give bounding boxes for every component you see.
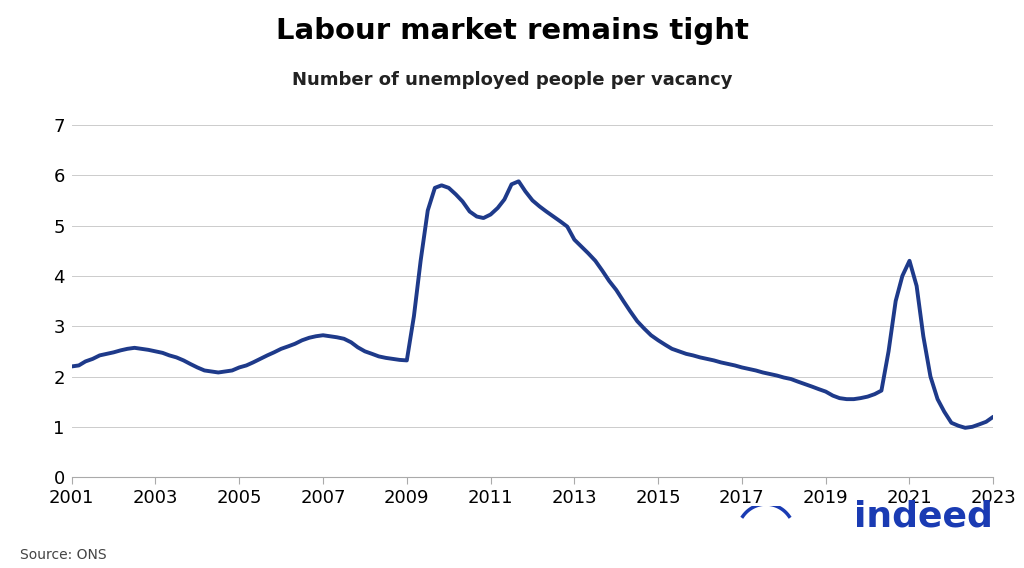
Text: indeed: indeed bbox=[854, 500, 993, 534]
Text: Source: ONS: Source: ONS bbox=[20, 548, 108, 562]
Text: Number of unemployed people per vacancy: Number of unemployed people per vacancy bbox=[292, 71, 732, 89]
Text: Labour market remains tight: Labour market remains tight bbox=[275, 17, 749, 45]
